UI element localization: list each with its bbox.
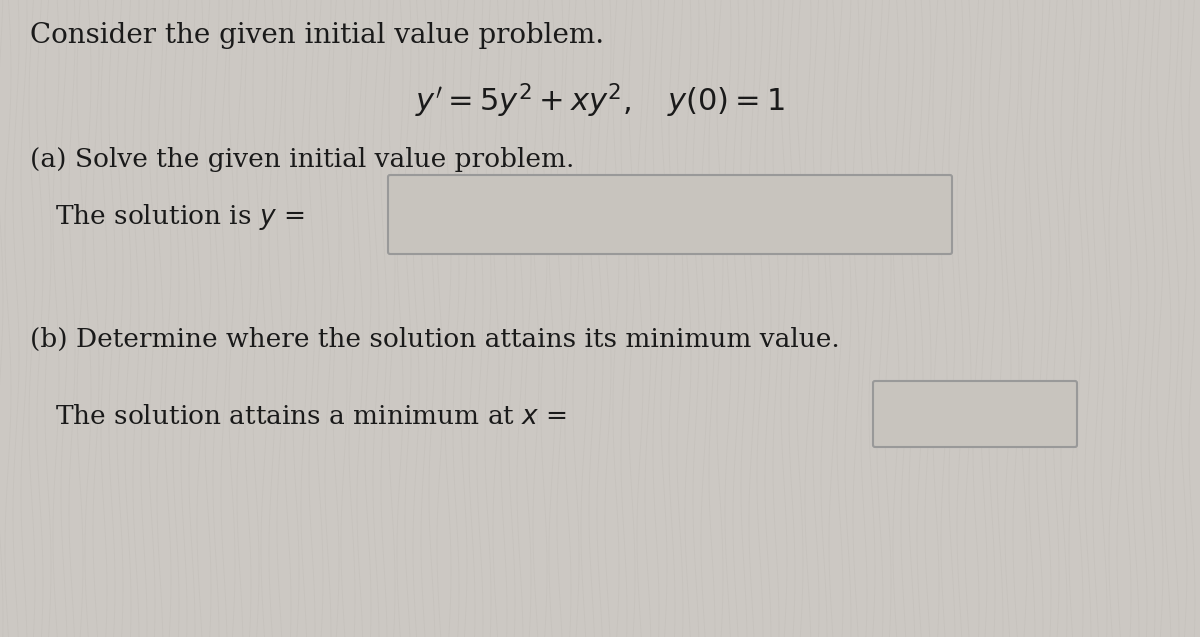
Text: (a) Solve the given initial value problem.: (a) Solve the given initial value proble… — [30, 147, 575, 172]
Text: The solution attains a minimum at $x$ =: The solution attains a minimum at $x$ = — [55, 404, 566, 429]
Text: Consider the given initial value problem.: Consider the given initial value problem… — [30, 22, 604, 49]
Text: (b) Determine where the solution attains its minimum value.: (b) Determine where the solution attains… — [30, 327, 840, 352]
Text: The solution is $y$ =: The solution is $y$ = — [55, 202, 305, 232]
FancyBboxPatch shape — [388, 175, 952, 254]
Text: $y' = 5y^2 + xy^2, \quad y(0) = 1$: $y' = 5y^2 + xy^2, \quad y(0) = 1$ — [415, 82, 785, 120]
FancyBboxPatch shape — [874, 381, 1078, 447]
